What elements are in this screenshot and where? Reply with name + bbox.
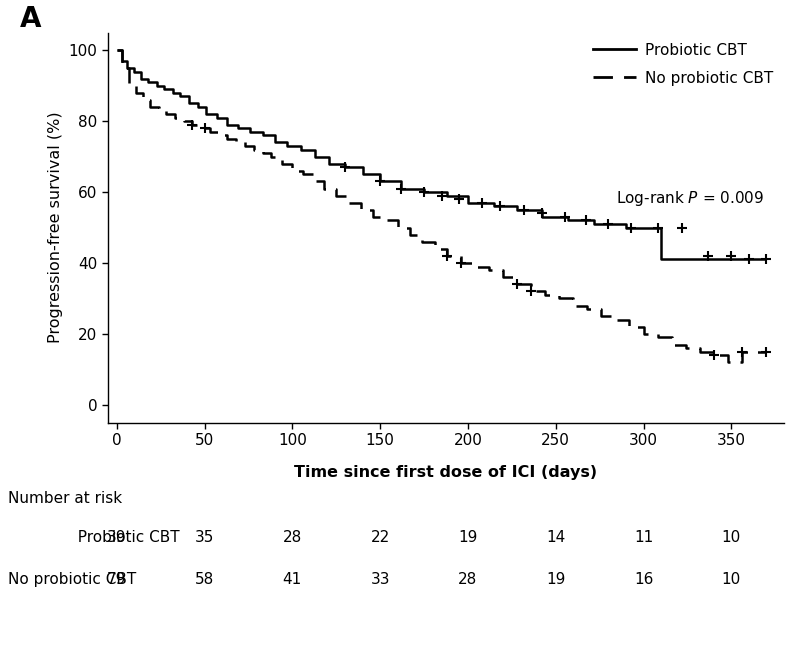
Text: 10: 10 — [722, 530, 741, 545]
Y-axis label: Progression-free survival (%): Progression-free survival (%) — [48, 112, 63, 343]
Text: 10: 10 — [722, 572, 741, 587]
Text: Probiotic CBT: Probiotic CBT — [68, 530, 180, 545]
Text: 35: 35 — [195, 530, 214, 545]
Text: 28: 28 — [458, 572, 478, 587]
Text: Number at risk: Number at risk — [8, 491, 122, 506]
Text: Time since first dose of ICI (days): Time since first dose of ICI (days) — [294, 465, 598, 480]
Text: 16: 16 — [634, 572, 654, 587]
Text: A: A — [20, 5, 42, 33]
Text: 11: 11 — [634, 530, 653, 545]
Text: 14: 14 — [546, 530, 566, 545]
Text: 19: 19 — [458, 530, 478, 545]
Text: 41: 41 — [282, 572, 302, 587]
Text: No probiotic CBT: No probiotic CBT — [8, 572, 136, 587]
Text: 22: 22 — [370, 530, 390, 545]
Text: 58: 58 — [195, 572, 214, 587]
Text: 28: 28 — [282, 530, 302, 545]
Text: 19: 19 — [546, 572, 566, 587]
Text: Log-rank $P$ = 0.009: Log-rank $P$ = 0.009 — [615, 188, 764, 207]
Text: 79: 79 — [107, 572, 126, 587]
Text: 33: 33 — [370, 572, 390, 587]
Legend: Probiotic CBT, No probiotic CBT: Probiotic CBT, No probiotic CBT — [587, 37, 779, 92]
Text: 39: 39 — [107, 530, 126, 545]
